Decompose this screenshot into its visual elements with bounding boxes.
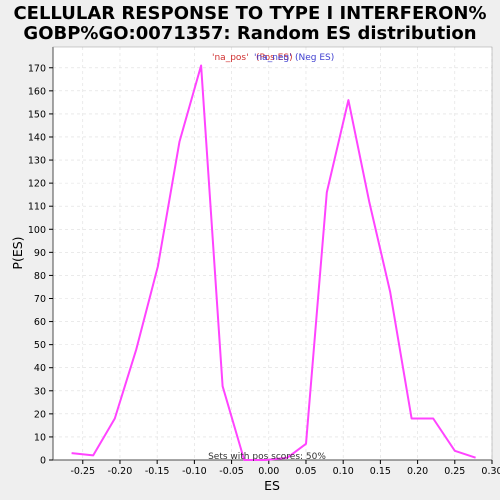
y-tick-label: 20 — [34, 409, 46, 420]
y-tick-label: 10 — [34, 432, 46, 443]
y-tick-label: 150 — [28, 109, 46, 120]
y-tick-label: 50 — [34, 340, 46, 351]
annotation-pos-es: (Pos ES) — [256, 53, 293, 63]
x-tick-label: 0.10 — [333, 466, 354, 477]
annotation-neg-es: (Neg ES) — [295, 53, 334, 63]
y-tick-label: 80 — [34, 271, 46, 282]
y-tick-label: 0 — [40, 456, 46, 467]
grid-lines — [53, 47, 493, 461]
y-axis-label: P(ES) — [10, 236, 25, 269]
y-tick-label: 140 — [28, 132, 46, 143]
chart-title-line-1: CELLULAR RESPONSE TO TYPE I INTERFERON% — [13, 3, 486, 24]
x-tick-label: 0.30 — [481, 466, 500, 477]
x-axis-label: ES — [264, 478, 280, 493]
x-tick-label: -0.25 — [70, 466, 95, 477]
y-tick-label: 130 — [28, 156, 46, 167]
y-tick-label: 40 — [34, 363, 46, 374]
x-tick-label: -0.20 — [108, 466, 133, 477]
x-tick-label: -0.10 — [182, 466, 207, 477]
x-tick-label: 0.20 — [407, 466, 428, 477]
y-tick-label: 160 — [28, 86, 46, 97]
annotation-na-pos: 'na_pos' — [212, 53, 249, 63]
y-tick-label: 120 — [28, 179, 46, 190]
chart-title-line-2: GOBP%GO:0071357: Random ES distribution — [23, 23, 476, 44]
x-tick-label: -0.15 — [145, 466, 170, 477]
plot-area — [53, 47, 492, 460]
y-tick-label: 170 — [28, 63, 46, 74]
x-tick-label: 0.15 — [370, 466, 391, 477]
x-tick-label: 0.05 — [295, 466, 316, 477]
y-tick-label: 90 — [34, 248, 46, 259]
x-tick-label: 0.00 — [258, 466, 279, 477]
y-tick-label: 70 — [34, 294, 46, 305]
y-tick-label: 110 — [28, 202, 46, 213]
series-group — [71, 64, 476, 461]
y-ticks: 0 10 20 30 40 50 60 70 80 90 100 110 120 130 140 150 160… — [28, 63, 53, 467]
y-tick-label: 60 — [34, 317, 46, 328]
series-line — [71, 64, 476, 461]
x-ticks: -0.25 -0.20 -0.15 -0.10 -0.05 0.00 0.05 0.10 0.1… — [70, 460, 500, 477]
annotation-footer: Sets with pos scores: 50% — [208, 452, 326, 462]
x-tick-label: -0.05 — [219, 466, 244, 477]
x-tick-label: 0.25 — [444, 466, 465, 477]
annotation-na-neg: 'na_neg' — [254, 53, 292, 63]
y-tick-label: 100 — [28, 225, 46, 236]
y-tick-label: 30 — [34, 386, 46, 397]
